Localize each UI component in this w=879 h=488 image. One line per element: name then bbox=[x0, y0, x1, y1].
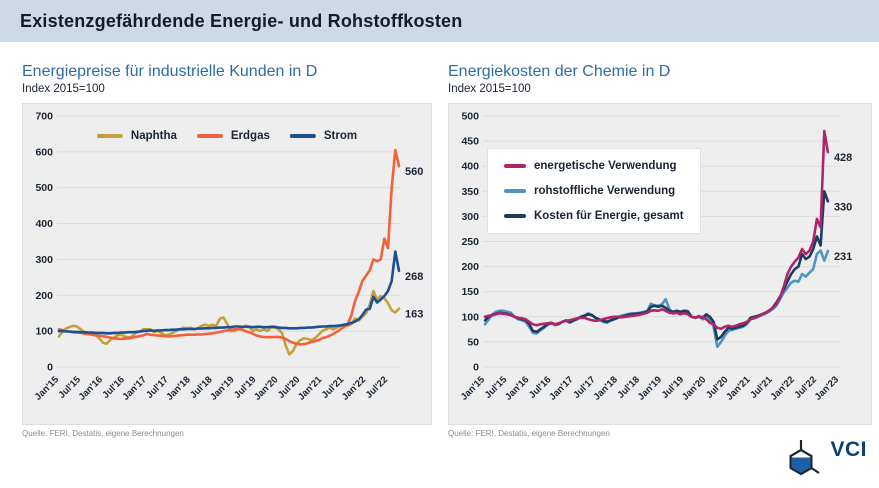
chart-panel-right: 0 50 100 150 200 250 300 350 400 450 500 Jan'15 Jul'… bbox=[448, 103, 872, 426]
naphtha-swatch-icon bbox=[96, 134, 123, 139]
legend-label-kosten-gesamt: Kosten für Energie, gesamt bbox=[534, 210, 684, 223]
erdgas-swatch-icon bbox=[196, 134, 223, 139]
svg-text:428: 428 bbox=[834, 152, 852, 164]
legend-left-chart: Naphtha Erdgas Strom bbox=[96, 130, 358, 143]
svg-text:Jan'18: Jan'18 bbox=[591, 375, 619, 403]
svg-text:350: 350 bbox=[461, 186, 479, 198]
svg-text:400: 400 bbox=[461, 161, 479, 173]
svg-text:Jan'16: Jan'16 bbox=[503, 375, 531, 403]
source-note-right: Quelle: FERI, Destatis, eigene Berechnun… bbox=[448, 429, 610, 439]
line-chart-energiepreise: 0100200300400500600700Jan'15Jul'15Jan'16… bbox=[33, 111, 424, 403]
svg-text:Jan'21: Jan'21 bbox=[296, 374, 325, 403]
legend-item-strom: Strom bbox=[289, 130, 358, 143]
chart-subtitle-right: Index 2015=100 bbox=[448, 83, 531, 96]
svg-text:Jan'19: Jan'19 bbox=[208, 375, 236, 403]
benzene-ring-icon bbox=[789, 440, 821, 476]
legend-label-strom: Strom bbox=[323, 130, 358, 143]
svg-text:500: 500 bbox=[35, 182, 53, 194]
svg-text:200: 200 bbox=[35, 290, 53, 302]
svg-text:Jan'17: Jan'17 bbox=[547, 375, 575, 403]
svg-text:0: 0 bbox=[473, 362, 479, 374]
svg-text:Jul'22: Jul'22 bbox=[364, 375, 391, 402]
svg-text:300: 300 bbox=[461, 211, 479, 223]
svg-text:250: 250 bbox=[461, 236, 479, 248]
kosten-gesamt-swatch-icon bbox=[504, 214, 526, 219]
svg-text:400: 400 bbox=[35, 218, 53, 230]
svg-text:560: 560 bbox=[405, 166, 423, 178]
svg-text:Jan'19: Jan'19 bbox=[636, 375, 664, 403]
svg-text:100: 100 bbox=[461, 311, 479, 323]
rohstoffliche-swatch-icon bbox=[504, 189, 526, 194]
chart-title-right: Energiekosten der Chemie in D bbox=[448, 63, 671, 80]
svg-text:450: 450 bbox=[461, 136, 479, 148]
legend-item-erdgas: Erdgas bbox=[196, 130, 270, 143]
source-note-left: Quelle: FERI, Destatis, eigene Berechnun… bbox=[22, 429, 184, 439]
svg-text:Jan'18: Jan'18 bbox=[164, 375, 192, 403]
line-chart-energiekosten: 050100150200250300350400450500Jan'15Jul'… bbox=[459, 111, 853, 403]
chart-section-energiekosten: Energiekosten der Chemie in D Index 2015… bbox=[448, 62, 872, 438]
svg-text:Jan'20: Jan'20 bbox=[252, 375, 280, 403]
svg-text:Jan'23: Jan'23 bbox=[813, 375, 841, 403]
svg-text:330: 330 bbox=[834, 202, 852, 214]
svg-text:700: 700 bbox=[35, 111, 53, 123]
svg-text:Jan'15: Jan'15 bbox=[33, 374, 62, 403]
svg-text:500: 500 bbox=[461, 111, 479, 123]
svg-text:0: 0 bbox=[47, 362, 53, 374]
legend-item-naphtha: Naphtha bbox=[96, 130, 177, 143]
chart-panel-left: 0 100 200 300 400 500 600 700 Jan'15 Jul'15 Jan'16… bbox=[22, 103, 432, 426]
vci-logo-text: VCI bbox=[830, 438, 867, 461]
svg-text:Jan'21: Jan'21 bbox=[724, 374, 753, 403]
svg-text:50: 50 bbox=[467, 337, 479, 349]
legend-label-energetische: energetische Verwendung bbox=[534, 160, 677, 173]
svg-text:Jan'16: Jan'16 bbox=[77, 375, 105, 403]
vci-logo: VCI bbox=[782, 432, 867, 482]
svg-text:231: 231 bbox=[834, 251, 852, 263]
legend-label-erdgas: Erdgas bbox=[230, 130, 270, 143]
chart-section-energiepreise: Energiepreise für industrielle Kunden in… bbox=[22, 62, 432, 438]
svg-text:Jan'20: Jan'20 bbox=[680, 375, 708, 403]
strom-swatch-icon bbox=[289, 134, 316, 139]
svg-text:Jan'22: Jan'22 bbox=[768, 375, 796, 403]
svg-text:150: 150 bbox=[461, 286, 479, 298]
svg-text:Jan'17: Jan'17 bbox=[120, 375, 148, 403]
svg-text:Jan'22: Jan'22 bbox=[340, 375, 368, 403]
svg-text:Jan'15: Jan'15 bbox=[459, 374, 488, 403]
energetische-swatch-icon bbox=[504, 164, 526, 169]
page-title: Existenzgefährdende Energie- und Rohstof… bbox=[20, 10, 463, 31]
legend-label-naphtha: Naphtha bbox=[130, 130, 177, 143]
svg-text:100: 100 bbox=[35, 326, 53, 338]
svg-text:300: 300 bbox=[35, 254, 53, 266]
svg-text:200: 200 bbox=[461, 261, 479, 273]
chart-title-left: Energiepreise für industrielle Kunden in… bbox=[22, 63, 318, 80]
svg-text:268: 268 bbox=[405, 271, 423, 283]
header-bar: Existenzgefährdende Energie- und Rohstof… bbox=[0, 0, 879, 42]
legend-item-energetische: energetische Verwendung bbox=[504, 160, 684, 172]
svg-text:600: 600 bbox=[35, 147, 53, 159]
legend-item-rohstoffliche: rohstoffliche Verwendung bbox=[504, 185, 684, 197]
legend-right-chart: energetische Verwendung rohstoffliche Ve… bbox=[487, 148, 701, 235]
legend-label-rohstoffliche: rohstoffliche Verwendung bbox=[534, 185, 676, 198]
legend-item-kosten-gesamt: Kosten für Energie, gesamt bbox=[504, 210, 684, 222]
svg-text:163: 163 bbox=[405, 309, 423, 321]
chart-subtitle-left: Index 2015=100 bbox=[22, 83, 105, 96]
